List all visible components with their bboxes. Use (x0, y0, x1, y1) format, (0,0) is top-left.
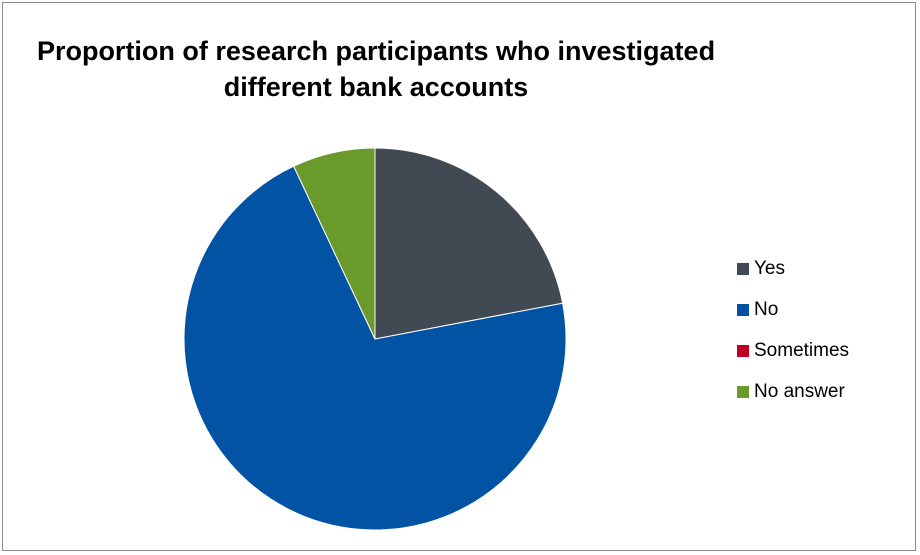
pie-slice-yes (374, 147, 564, 340)
pie-chart (183, 147, 567, 531)
legend-swatch (737, 263, 749, 275)
legend-label: No answer (754, 381, 845, 402)
legend-label: Yes (754, 258, 785, 279)
legend-item-no-answer: No answer (737, 380, 907, 404)
legend-label: No (754, 299, 779, 320)
legend-swatch (737, 304, 749, 316)
legend-item-no: No (737, 298, 907, 322)
legend-label: Sometimes (754, 340, 850, 361)
legend-swatch (737, 345, 749, 357)
pie-slice-no-answer (293, 147, 376, 340)
legend-item-yes: Yes (737, 257, 907, 281)
legend-item-sometimes: Sometimes (737, 339, 907, 363)
pie-slices (183, 147, 567, 531)
legend-swatch (737, 386, 749, 398)
chart-title: Proportion of research participants who … (36, 36, 716, 102)
legend: Yes No Sometimes No answer (737, 257, 907, 421)
pie-slice-no (183, 165, 567, 531)
